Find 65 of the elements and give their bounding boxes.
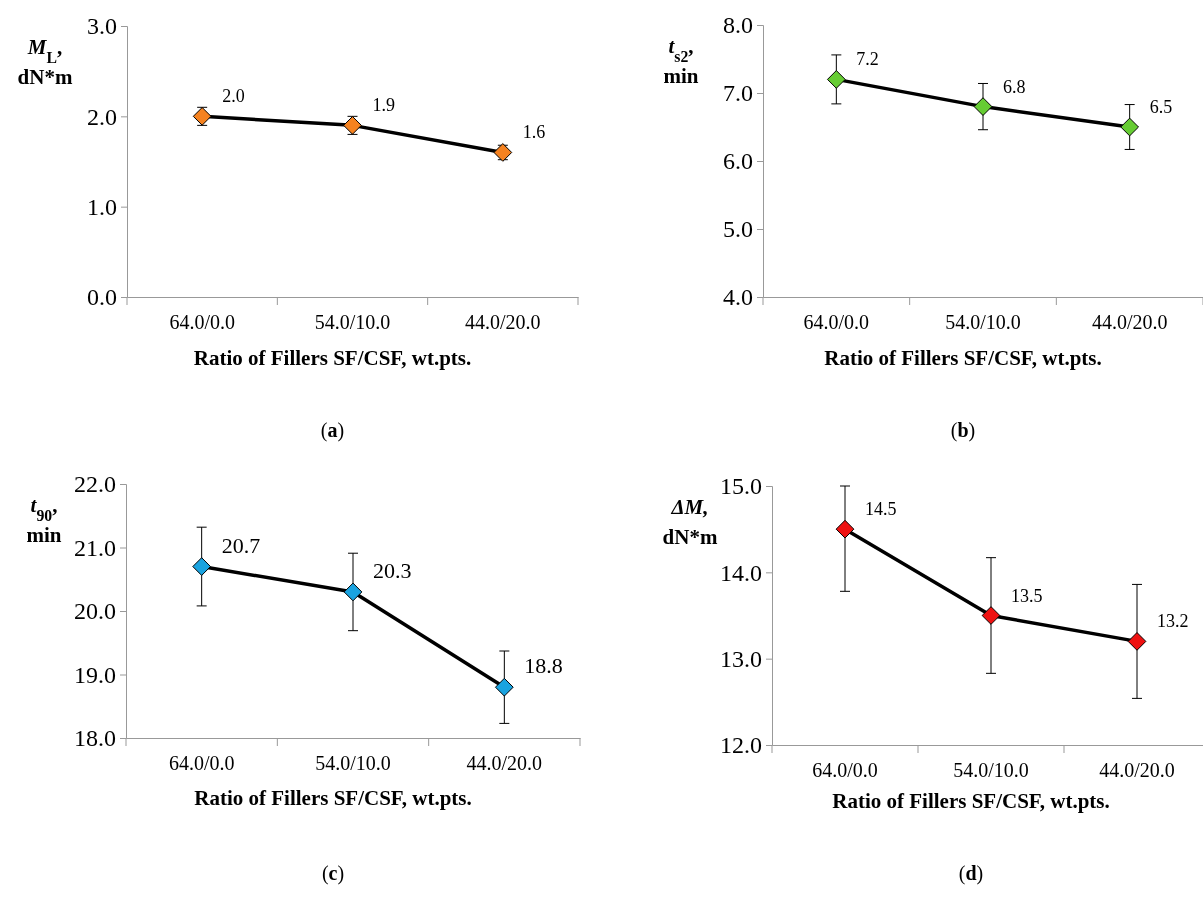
x-tick-label: 64.0/0.0 (803, 311, 870, 334)
text: (b) (950, 419, 976, 442)
y-tick-label: 3.0 (87, 13, 117, 40)
y-tick-label: 5.0 (723, 216, 753, 243)
x-tick-label: 64.0/0.0 (168, 752, 235, 775)
x-tick-label: 44.0/20.0 (465, 311, 541, 334)
data-label: 18.8 (524, 653, 563, 679)
text: (c) (321, 862, 345, 885)
point (192, 557, 212, 576)
y-tick-label: 4.0 (723, 284, 753, 311)
data-label: 13.2 (1157, 611, 1189, 632)
x-axis-title: Ratio of Fillers SF/CSF, wt.pts. (194, 786, 472, 810)
y-tick-label: 19.0 (74, 661, 116, 688)
y-axis-title: t$_{90}$, min (26, 493, 62, 547)
x-tick-label: 54.0/10.0 (945, 311, 1021, 334)
x-tick-label: 54.0/10.0 (953, 759, 1029, 782)
y-tick-label: 18.0 (74, 725, 116, 752)
y-tick-label: 15.0 (720, 473, 762, 500)
x-tick-label: 44.0/20.0 (466, 752, 543, 775)
data-label: 1.9 (372, 95, 395, 116)
x-axis-title: Ratio of Fillers SF/CSF, wt.pts. (832, 789, 1110, 813)
y-axis-title: ΔM, dN*m (662, 495, 718, 549)
point (1120, 117, 1140, 137)
data-label: 13.5 (1011, 585, 1043, 606)
y-tick-label: 8.0 (723, 12, 753, 39)
x-tick-label: 54.0/10.0 (315, 752, 391, 775)
data-label: 1.6 (522, 122, 546, 143)
data-label: 20.3 (373, 557, 412, 583)
point (494, 677, 514, 697)
data-label: 6.8 (1003, 76, 1026, 97)
point (1127, 632, 1147, 651)
text: (a) (320, 419, 345, 442)
y-tick-label: 14.0 (720, 559, 762, 586)
data-label: 6.5 (1149, 97, 1173, 117)
y-tick-label: 6.0 (723, 148, 753, 175)
y-tick-label: 1.0 (87, 193, 117, 220)
x-tick-label: 44.0/20.0 (1091, 311, 1168, 334)
x-axis-title: Ratio of Fillers SF/CSF, wt.pts. (193, 346, 472, 370)
y-tick-label: 21.0 (74, 534, 116, 561)
point (826, 70, 846, 89)
text: (d) (958, 862, 984, 885)
y-axis-title: t$_{s2}$, min (663, 34, 699, 88)
data-label: 14.5 (865, 499, 897, 520)
point (343, 116, 362, 135)
y-tick-label: 2.0 (87, 103, 117, 130)
y-tick-label: 12.0 (720, 732, 762, 759)
data-label: 2.0 (222, 86, 245, 107)
x-tick-label: 54.0/10.0 (314, 311, 391, 334)
point (835, 519, 855, 539)
x-axis-title: Ratio of Fillers SF/CSF, wt.pts. (824, 346, 1102, 370)
y-axis-title: M$_{L}$, dN*m (17, 35, 73, 89)
y-tick-label: 7.0 (723, 80, 753, 107)
data-label: 20.7 (221, 532, 261, 558)
y-tick-label: 20.0 (74, 598, 116, 625)
x-tick-label: 44.0/20.0 (1099, 759, 1175, 782)
y-tick-label: 22.0 (74, 471, 116, 498)
point (493, 143, 513, 162)
y-tick-label: 13.0 (720, 645, 762, 672)
x-tick-label: 64.0/0.0 (812, 759, 878, 782)
point (973, 97, 993, 116)
point (981, 606, 1001, 625)
point (343, 582, 363, 602)
data-label: 7.2 (856, 49, 879, 70)
y-tick-label: 0.0 (87, 284, 117, 311)
x-tick-label: 64.0/0.0 (169, 311, 235, 334)
